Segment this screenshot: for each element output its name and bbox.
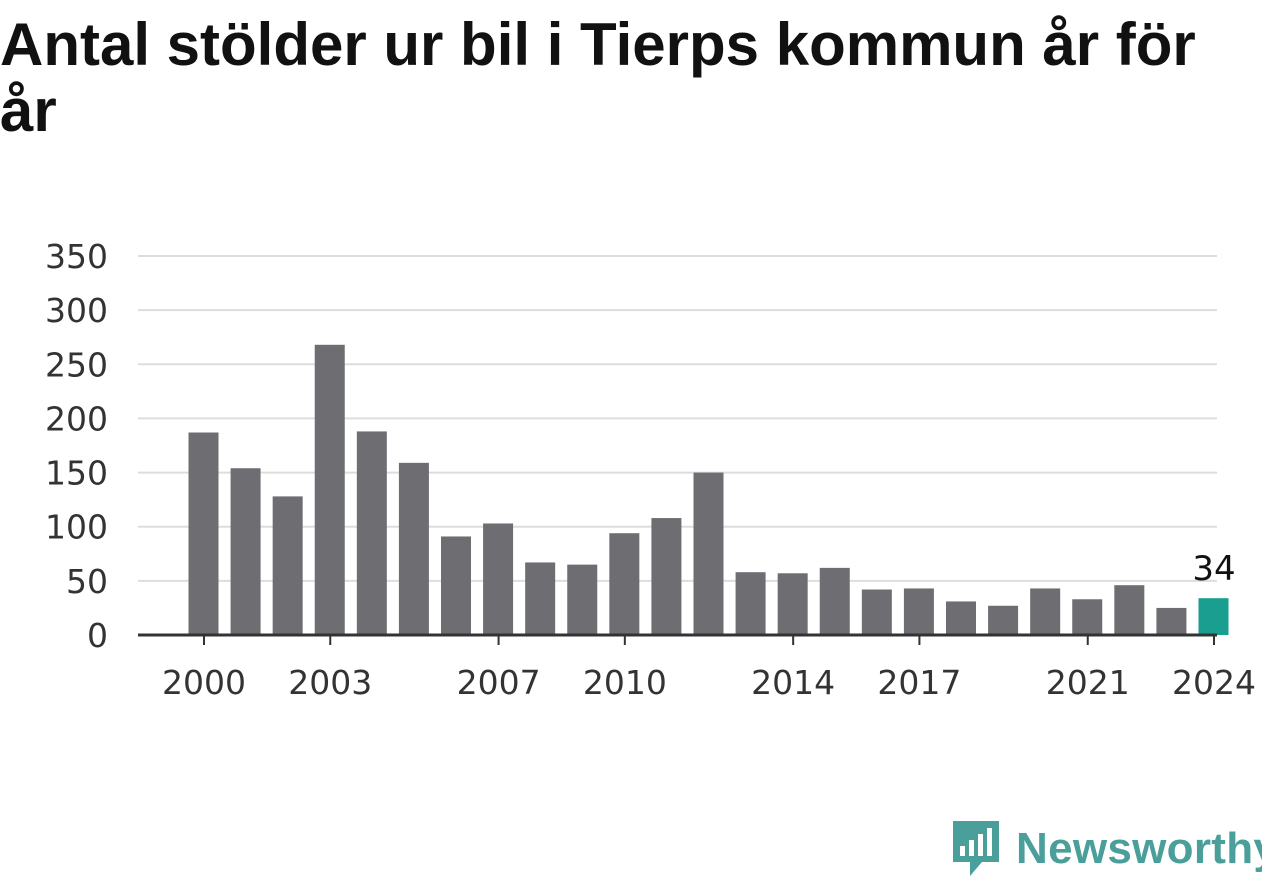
- y-tick-label: 200: [45, 399, 108, 438]
- brand-name: Newsworthy: [1016, 824, 1262, 873]
- bar-2015: [819, 567, 850, 635]
- bar-2008: [525, 562, 556, 635]
- bar-2020: [1030, 588, 1061, 635]
- x-tick-label: 2010: [583, 663, 667, 702]
- bar-2001: [230, 468, 261, 635]
- y-tick-label: 300: [45, 291, 108, 330]
- x-tick-label: 2021: [1046, 663, 1130, 702]
- x-tick-label: 2007: [457, 663, 541, 702]
- x-tick-label: 2024: [1172, 663, 1256, 702]
- y-tick-label: 50: [66, 562, 108, 601]
- bar-2005: [398, 462, 429, 635]
- bar-2000: [188, 432, 219, 635]
- bar-2002: [272, 496, 303, 635]
- bar-2016: [861, 589, 892, 635]
- bar-2010: [609, 533, 640, 635]
- y-tick-label: 100: [45, 508, 108, 547]
- newsworthy-logo-icon: [953, 821, 999, 876]
- bar-2012: [693, 472, 724, 635]
- x-tick-label: 2014: [751, 663, 835, 702]
- bar-2011: [651, 518, 682, 635]
- y-tick-label: 350: [45, 237, 108, 276]
- bar-2022: [1114, 585, 1145, 635]
- bar-2013: [735, 572, 766, 635]
- brand: Newsworthy: [950, 818, 1262, 880]
- bar-2004: [356, 431, 387, 635]
- bar-2019: [988, 605, 1019, 635]
- bar-2007: [483, 523, 514, 635]
- bar-2017: [903, 588, 934, 635]
- x-tick-label: 2000: [162, 663, 246, 702]
- data-label-2024: 34: [1192, 549, 1235, 589]
- bar-2006: [441, 536, 471, 635]
- x-tick-label: 2003: [288, 663, 372, 702]
- y-tick-label: 0: [87, 616, 108, 655]
- bar-2023: [1156, 607, 1187, 635]
- bar-2021: [1072, 599, 1103, 635]
- bar-2014: [777, 573, 808, 635]
- y-tick-label: 250: [45, 345, 108, 384]
- x-tick-label: 2017: [877, 663, 961, 702]
- bar-2009: [567, 564, 598, 635]
- bar-2003: [314, 344, 345, 635]
- bar-2024: [1198, 598, 1229, 635]
- chart-title: Antal stölder ur bil i Tierps kommun år …: [0, 11, 1196, 144]
- bar-2018: [946, 601, 976, 635]
- y-tick-label: 150: [45, 454, 108, 493]
